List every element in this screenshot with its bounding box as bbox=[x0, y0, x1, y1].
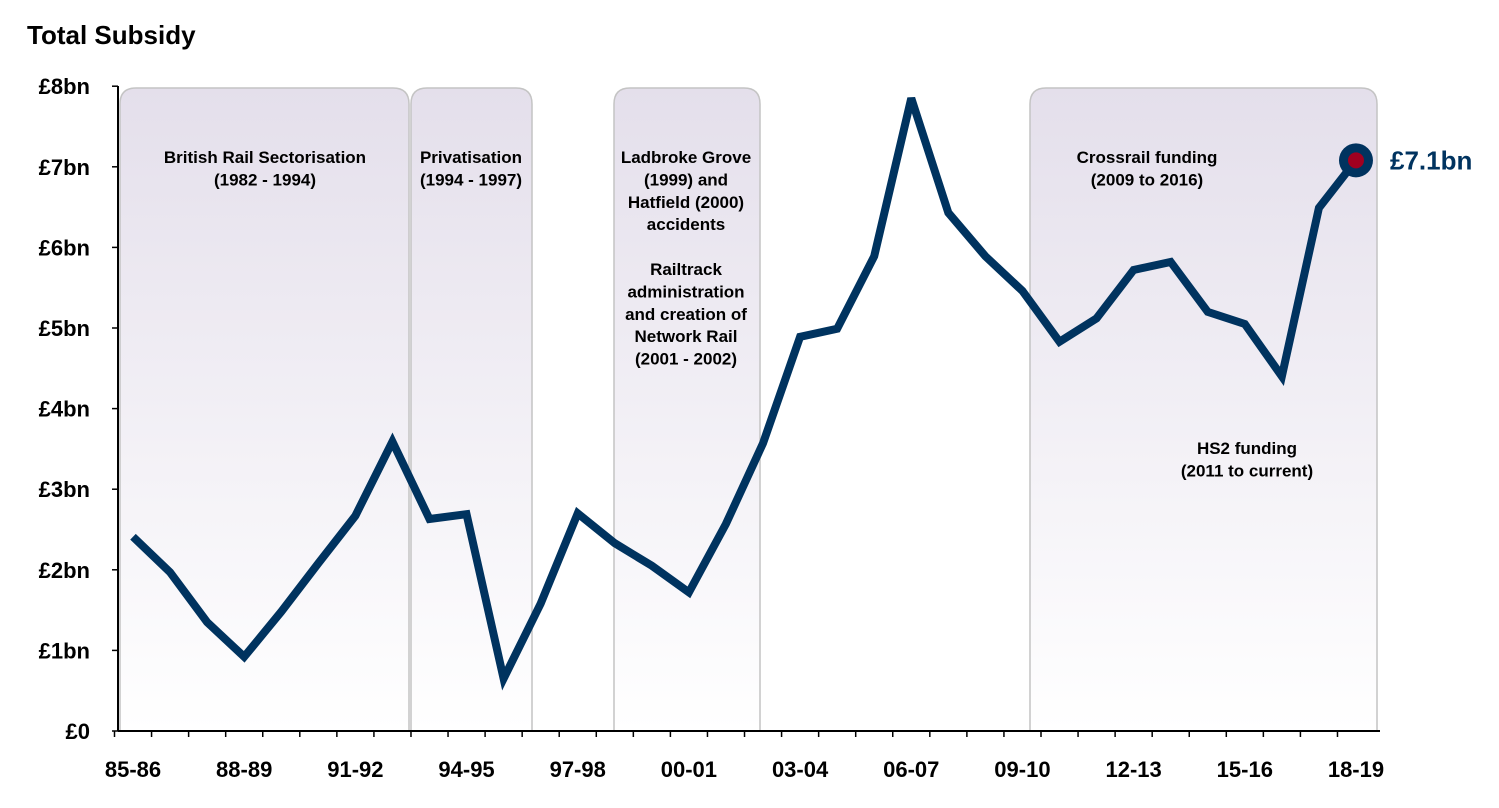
x-tick-label: 06-07 bbox=[883, 757, 939, 782]
x-tick-label: 85-86 bbox=[105, 757, 161, 782]
x-tick-label: 15-16 bbox=[1217, 757, 1273, 782]
annotation-line: (2001 - 2002) bbox=[635, 350, 737, 369]
chart-title: Total Subsidy bbox=[27, 20, 196, 50]
x-tick-label: 09-10 bbox=[994, 757, 1050, 782]
y-tick-label: £6bn bbox=[39, 235, 90, 260]
y-tick-label: £7bn bbox=[39, 155, 90, 180]
x-tick-label: 03-04 bbox=[772, 757, 829, 782]
end-marker-center bbox=[1348, 152, 1364, 168]
annotation-line: HS2 funding bbox=[1197, 439, 1297, 458]
annotation-line: (1994 - 1997) bbox=[420, 170, 522, 189]
annotation-line: administration bbox=[627, 282, 744, 301]
y-tick-label: £5bn bbox=[39, 316, 90, 341]
y-tick-label: £0 bbox=[66, 719, 90, 744]
annotation-line: and creation of bbox=[625, 305, 747, 324]
annotation-line: accidents bbox=[647, 215, 725, 234]
y-tick-label: £4bn bbox=[39, 397, 90, 422]
end-value-label: £7.1bn bbox=[1390, 145, 1472, 175]
y-tick-label: £8bn bbox=[39, 74, 90, 99]
y-tick-label: £3bn bbox=[39, 477, 90, 502]
annotation-line: (1982 - 1994) bbox=[214, 170, 316, 189]
annotation-line: Railtrack bbox=[650, 260, 722, 279]
x-tick-label: 94-95 bbox=[438, 757, 494, 782]
annotation-line: Privatisation bbox=[420, 148, 522, 167]
x-tick-label: 12-13 bbox=[1105, 757, 1161, 782]
x-tick-label: 00-01 bbox=[661, 757, 717, 782]
annotation-line: (1999) and bbox=[644, 170, 728, 189]
shaded-period-3 bbox=[1030, 88, 1377, 731]
annotation-line: British Rail Sectorisation bbox=[164, 148, 366, 167]
annotation-line: Network Rail bbox=[635, 327, 738, 346]
x-tick-label: 97-98 bbox=[550, 757, 606, 782]
x-tick-label: 91-92 bbox=[327, 757, 383, 782]
annotation-line: Ladbroke Grove bbox=[621, 148, 751, 167]
annotation-line: Crossrail funding bbox=[1077, 148, 1218, 167]
annotation-line: Hatfield (2000) bbox=[628, 193, 744, 212]
annotation-line: (2009 to 2016) bbox=[1091, 170, 1203, 189]
annotation-line: (2011 to current) bbox=[1181, 461, 1313, 480]
y-tick-label: £1bn bbox=[39, 638, 90, 663]
x-tick-label: 18-19 bbox=[1328, 757, 1384, 782]
y-tick-label: £2bn bbox=[39, 558, 90, 583]
x-tick-label: 88-89 bbox=[216, 757, 272, 782]
